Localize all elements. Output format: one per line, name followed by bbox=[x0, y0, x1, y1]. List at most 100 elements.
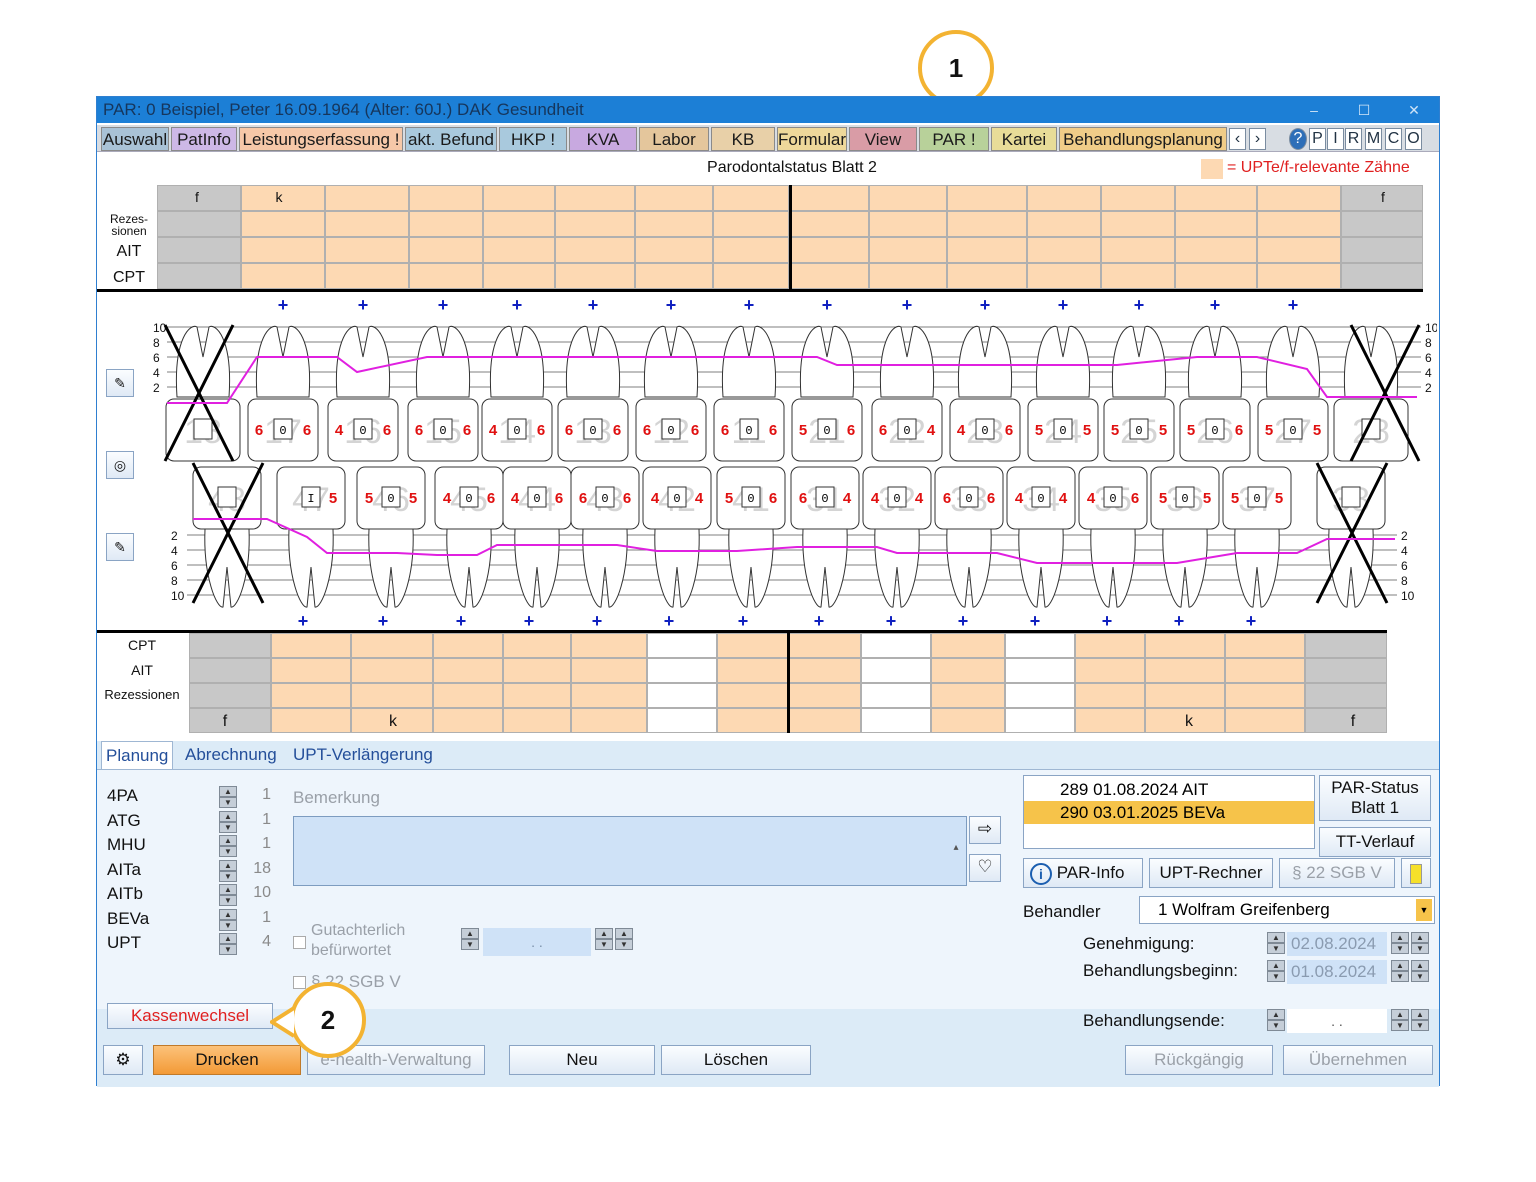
menu-icon-7[interactable]: C bbox=[1385, 128, 1402, 150]
lower-cell[interactable] bbox=[1075, 683, 1145, 708]
lower-cell[interactable] bbox=[1075, 633, 1145, 658]
lower-cell[interactable] bbox=[271, 658, 351, 683]
lower-cell[interactable] bbox=[189, 658, 271, 683]
plan-spin-AITa[interactable]: ▲ ▼ bbox=[219, 859, 237, 882]
history-list[interactable]: 289 01.08.2024 AIT 290 03.01.2025 BEVa bbox=[1023, 775, 1315, 849]
tt-verlauf-button[interactable]: TT-Verlauf bbox=[1319, 827, 1431, 857]
spin-up-icon[interactable]: ▲ bbox=[219, 835, 237, 846]
upper-cell[interactable] bbox=[635, 185, 713, 211]
lower-cell[interactable] bbox=[433, 683, 503, 708]
menu-icon-4[interactable]: I bbox=[1327, 128, 1344, 150]
upper-cell[interactable] bbox=[483, 211, 555, 237]
upper-cell[interactable] bbox=[325, 185, 409, 211]
upper-cell[interactable] bbox=[409, 263, 483, 289]
spin-up-icon[interactable]: ▲ bbox=[219, 786, 237, 797]
tab-planung[interactable]: Planung bbox=[101, 741, 174, 769]
arrow-right-icon[interactable]: ⇨ bbox=[969, 816, 1001, 844]
menu-tab-10[interactable]: PAR ! bbox=[919, 127, 989, 151]
upper-cell[interactable] bbox=[1257, 237, 1341, 263]
maximize-button[interactable]: ☐ bbox=[1357, 102, 1371, 118]
genehmigung-spin-3[interactable]: ▲ ▼ bbox=[1411, 932, 1429, 954]
ende-spin-2[interactable]: ▲ ▼ bbox=[1391, 1009, 1409, 1031]
menu-icon-5[interactable]: R bbox=[1345, 128, 1362, 150]
menu-tab-9[interactable]: View bbox=[849, 127, 917, 151]
lower-cell[interactable] bbox=[1305, 683, 1387, 708]
upper-cell[interactable] bbox=[789, 237, 869, 263]
upper-cell[interactable] bbox=[241, 237, 325, 263]
upper-cell[interactable] bbox=[409, 237, 483, 263]
spin-down-icon[interactable]: ▼ bbox=[219, 919, 237, 931]
lower-cell[interactable] bbox=[351, 683, 433, 708]
upper-cell[interactable] bbox=[713, 237, 789, 263]
lower-cell[interactable] bbox=[1005, 658, 1075, 683]
upper-cell[interactable] bbox=[1341, 237, 1423, 263]
upper-cell[interactable] bbox=[947, 237, 1027, 263]
upper-cell[interactable] bbox=[1101, 263, 1175, 289]
spin-down-icon[interactable]: ▼ bbox=[219, 846, 237, 857]
lower-cell[interactable] bbox=[1005, 683, 1075, 708]
gutachten-date-field[interactable]: . . bbox=[483, 928, 591, 956]
upper-cell[interactable] bbox=[1341, 185, 1423, 211]
beginn-spin-2[interactable]: ▲ ▼ bbox=[1391, 960, 1409, 982]
lower-cell[interactable] bbox=[351, 708, 433, 733]
lower-cell[interactable] bbox=[1145, 658, 1225, 683]
sgb-button[interactable]: § 22 SGB V bbox=[1279, 858, 1395, 888]
plan-spin-MHU[interactable]: ▲ ▼ bbox=[219, 835, 237, 857]
plan-value-MHU[interactable]: 1 bbox=[262, 835, 271, 852]
upper-cell[interactable] bbox=[947, 211, 1027, 237]
minimize-button[interactable]: ‒ bbox=[1310, 102, 1318, 118]
plan-value-4PA[interactable]: 1 bbox=[262, 786, 271, 803]
menu-tab-12[interactable]: Behandlungsplanung bbox=[1059, 127, 1227, 151]
beginn-spin-3[interactable]: ▲ ▼ bbox=[1411, 960, 1429, 982]
lower-cell[interactable] bbox=[503, 683, 571, 708]
card-icon[interactable] bbox=[1401, 858, 1431, 888]
upper-cell[interactable] bbox=[325, 237, 409, 263]
upper-cell[interactable] bbox=[713, 185, 789, 211]
lower-cell[interactable] bbox=[789, 708, 861, 733]
lower-cell[interactable] bbox=[647, 683, 717, 708]
upper-cell[interactable] bbox=[1101, 211, 1175, 237]
spin-up-icon[interactable]: ▲ bbox=[219, 933, 237, 944]
upper-cell[interactable] bbox=[483, 263, 555, 289]
lower-cell[interactable] bbox=[717, 658, 789, 683]
rueckgaengig-button[interactable]: Rückgängig bbox=[1125, 1045, 1273, 1075]
spin-up-icon[interactable]: ▲ bbox=[219, 884, 237, 895]
chevron-down-icon[interactable]: ▼ bbox=[1416, 899, 1432, 921]
lower-cell[interactable] bbox=[1005, 708, 1075, 733]
lower-cell[interactable] bbox=[271, 708, 351, 733]
gutachten-date-spin-2[interactable]: ▲ ▼ bbox=[595, 928, 613, 950]
ende-spin[interactable]: ▲ ▼ bbox=[1267, 1009, 1285, 1031]
spin-down-icon[interactable]: ▼ bbox=[219, 797, 237, 808]
plan-value-UPT[interactable]: 4 bbox=[262, 933, 271, 950]
lower-cell[interactable] bbox=[931, 708, 1005, 733]
menu-icon-0[interactable]: ‹ bbox=[1229, 128, 1246, 150]
lower-cell[interactable] bbox=[503, 658, 571, 683]
menu-icon-3[interactable]: P bbox=[1309, 128, 1326, 150]
lower-cell[interactable] bbox=[1305, 658, 1387, 683]
upper-cell[interactable] bbox=[713, 263, 789, 289]
lower-cell[interactable] bbox=[1225, 658, 1305, 683]
lower-cell[interactable] bbox=[1145, 633, 1225, 658]
spin-down-icon[interactable]: ▼ bbox=[219, 944, 237, 955]
lower-cell[interactable] bbox=[189, 633, 271, 658]
ende-field[interactable]: . . bbox=[1287, 1009, 1387, 1033]
menu-tab-5[interactable]: KVA bbox=[569, 127, 637, 151]
lower-cell[interactable] bbox=[571, 683, 647, 708]
upper-cell[interactable] bbox=[157, 237, 241, 263]
lower-cell[interactable] bbox=[931, 658, 1005, 683]
genehmigung-spin[interactable]: ▲ ▼ bbox=[1267, 932, 1285, 954]
pencil-icon-upper[interactable]: ✎ bbox=[106, 369, 134, 397]
lower-cell[interactable] bbox=[931, 633, 1005, 658]
upper-cell[interactable] bbox=[157, 263, 241, 289]
lower-cell[interactable] bbox=[1145, 683, 1225, 708]
lower-cell[interactable] bbox=[433, 708, 503, 733]
gutachterlich-checkbox[interactable] bbox=[293, 936, 306, 949]
lower-cell[interactable] bbox=[351, 633, 433, 658]
lower-cell[interactable] bbox=[861, 708, 931, 733]
lower-cell[interactable] bbox=[647, 633, 717, 658]
menu-tab-7[interactable]: KB bbox=[711, 127, 775, 151]
upper-cell[interactable] bbox=[869, 185, 947, 211]
spin-up-icon[interactable]: ▲ bbox=[219, 810, 237, 822]
lower-cell[interactable] bbox=[789, 658, 861, 683]
upt-rechner-button[interactable]: UPT-Rechner bbox=[1149, 858, 1273, 888]
